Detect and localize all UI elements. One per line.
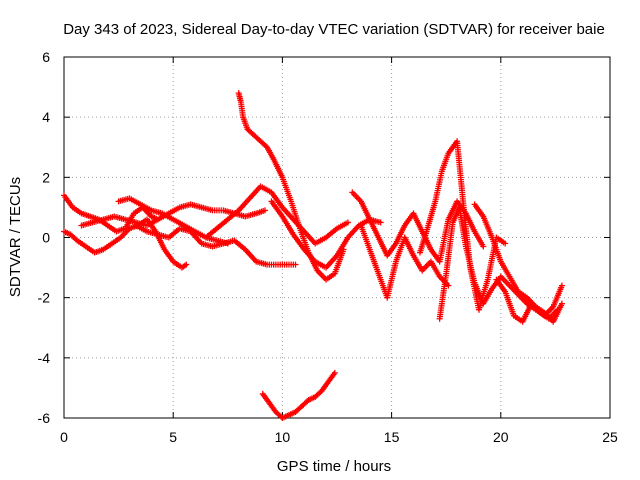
x-tick-label: 25: [602, 429, 618, 445]
series-track-d: [115, 195, 231, 247]
series-track-a: [61, 192, 161, 235]
grid-lines: [64, 57, 610, 418]
data-points: [61, 90, 565, 421]
plus-markers: [268, 198, 384, 271]
plus-markers: [61, 192, 161, 235]
plus-markers: [235, 90, 347, 283]
y-tick-label: 4: [42, 109, 50, 125]
chart-title: Day 343 of 2023, Sidereal Day-to-day VTE…: [63, 21, 605, 38]
plus-markers: [78, 201, 268, 229]
y-tick-label: 6: [42, 49, 50, 65]
y-tick-label: 0: [42, 230, 50, 246]
x-tick-label: 5: [169, 429, 177, 445]
plus-markers: [259, 369, 338, 421]
x-tick-label: 0: [60, 429, 68, 445]
plus-markers: [358, 222, 452, 301]
series-track-i: [259, 369, 338, 421]
x-axis-label: GPS time / hours: [277, 458, 391, 475]
y-tick-label: -4: [38, 350, 51, 366]
x-tick-label: 15: [384, 429, 400, 445]
y-tick-label: -2: [38, 290, 51, 306]
series-track-n: [471, 201, 565, 325]
plus-markers: [133, 222, 299, 268]
plus-markers: [115, 195, 231, 247]
plus-markers: [349, 189, 487, 265]
plus-markers: [493, 276, 561, 325]
series-track-h: [268, 198, 384, 271]
x-tick-label: 10: [275, 429, 291, 445]
series-track-j: [349, 189, 487, 265]
series-track-k: [358, 222, 452, 301]
x-tick-label: 20: [493, 429, 509, 445]
series-track-e: [133, 222, 299, 268]
y-tick-label: -6: [38, 410, 51, 426]
series-track-g: [235, 90, 347, 283]
y-tick-label: 2: [42, 169, 50, 185]
y-axis-label: SDTVAR / TECUs: [7, 177, 24, 297]
plus-markers: [471, 201, 565, 325]
series-track-o: [493, 276, 561, 325]
axis-ticks: 0 5 10 15 20 25 -6 -4 -2 0 2 4 6: [38, 49, 618, 445]
series-track-c: [78, 201, 268, 229]
